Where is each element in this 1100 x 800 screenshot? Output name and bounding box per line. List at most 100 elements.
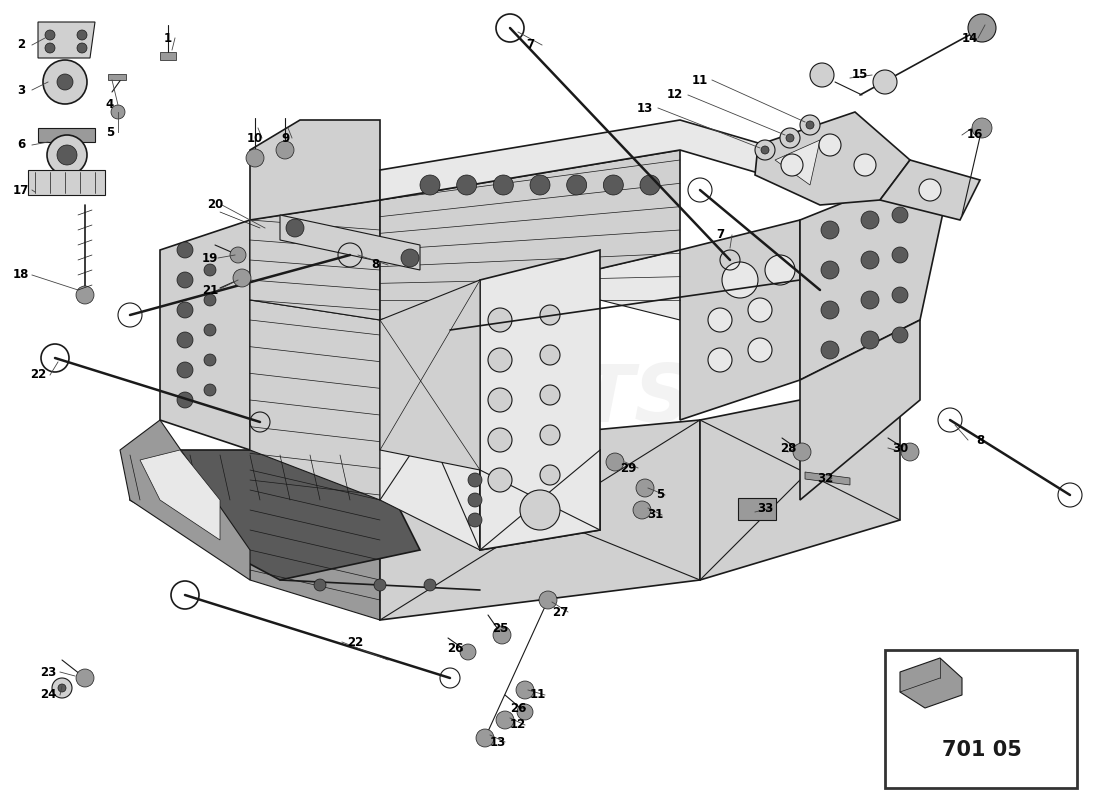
Text: 18: 18	[13, 269, 30, 282]
Circle shape	[820, 134, 842, 156]
Circle shape	[246, 149, 264, 167]
Circle shape	[603, 175, 624, 195]
Text: 11: 11	[692, 74, 708, 86]
Circle shape	[374, 579, 386, 591]
Polygon shape	[379, 150, 680, 320]
Circle shape	[476, 729, 494, 747]
Circle shape	[861, 291, 879, 309]
Text: 29: 29	[619, 462, 636, 474]
Text: 24: 24	[40, 689, 56, 702]
Polygon shape	[28, 170, 105, 195]
Polygon shape	[120, 420, 250, 580]
Text: 30: 30	[892, 442, 909, 454]
Polygon shape	[680, 220, 800, 420]
Bar	[160, 52, 176, 60]
Bar	[886, 650, 1077, 788]
Circle shape	[57, 145, 77, 165]
Polygon shape	[160, 220, 250, 450]
Polygon shape	[379, 320, 480, 550]
Circle shape	[43, 60, 87, 104]
Polygon shape	[250, 450, 380, 620]
Text: 13: 13	[637, 102, 653, 114]
Text: 22: 22	[30, 369, 46, 382]
Text: 28: 28	[780, 442, 796, 454]
Circle shape	[540, 385, 560, 405]
Circle shape	[204, 384, 216, 396]
Circle shape	[177, 272, 192, 288]
Circle shape	[177, 242, 192, 258]
Text: 11: 11	[530, 689, 546, 702]
Polygon shape	[280, 215, 420, 270]
Text: 31: 31	[647, 509, 663, 522]
Polygon shape	[805, 472, 850, 485]
Circle shape	[786, 134, 794, 142]
Polygon shape	[880, 160, 980, 220]
Circle shape	[52, 678, 72, 698]
Polygon shape	[800, 180, 950, 380]
Polygon shape	[755, 112, 910, 205]
Text: PARTS: PARTS	[407, 361, 693, 439]
Circle shape	[488, 308, 512, 332]
Circle shape	[76, 286, 94, 304]
Circle shape	[892, 207, 907, 223]
Text: 26: 26	[447, 642, 463, 654]
Circle shape	[204, 294, 216, 306]
Circle shape	[636, 479, 654, 497]
Circle shape	[755, 140, 775, 160]
Circle shape	[540, 305, 560, 325]
Text: 21: 21	[202, 283, 218, 297]
Circle shape	[47, 135, 87, 175]
Text: 6: 6	[16, 138, 25, 151]
Circle shape	[540, 345, 560, 365]
Circle shape	[854, 154, 876, 176]
Circle shape	[468, 473, 482, 487]
Text: 17: 17	[13, 183, 29, 197]
Circle shape	[204, 264, 216, 276]
Circle shape	[177, 332, 192, 348]
Polygon shape	[480, 450, 600, 550]
Text: 14: 14	[961, 31, 978, 45]
Circle shape	[496, 711, 514, 729]
Text: 7: 7	[716, 229, 724, 242]
Circle shape	[821, 221, 839, 239]
Circle shape	[748, 298, 772, 322]
Circle shape	[520, 490, 560, 530]
Circle shape	[764, 255, 795, 285]
Circle shape	[873, 70, 896, 94]
Circle shape	[968, 14, 996, 42]
Text: 19: 19	[201, 251, 218, 265]
Circle shape	[493, 175, 514, 195]
Circle shape	[780, 128, 800, 148]
Circle shape	[456, 175, 476, 195]
Polygon shape	[776, 140, 820, 185]
Text: 9: 9	[280, 131, 289, 145]
Circle shape	[861, 251, 879, 269]
Text: 22: 22	[346, 635, 363, 649]
Polygon shape	[480, 250, 600, 550]
Circle shape	[488, 428, 512, 452]
Circle shape	[58, 684, 66, 692]
Circle shape	[540, 425, 560, 445]
Circle shape	[821, 261, 839, 279]
Circle shape	[77, 30, 87, 40]
Circle shape	[632, 501, 651, 519]
Text: 13: 13	[490, 735, 506, 749]
Polygon shape	[250, 120, 380, 220]
Circle shape	[488, 348, 512, 372]
Circle shape	[821, 301, 839, 319]
Circle shape	[314, 579, 326, 591]
Circle shape	[761, 146, 769, 154]
Polygon shape	[379, 280, 480, 470]
Circle shape	[517, 704, 534, 720]
Text: 20: 20	[207, 198, 223, 211]
Circle shape	[493, 626, 512, 644]
Text: 3: 3	[16, 83, 25, 97]
Text: 8: 8	[371, 258, 380, 271]
Text: 5: 5	[656, 489, 664, 502]
Circle shape	[861, 211, 879, 229]
Circle shape	[918, 179, 940, 201]
Polygon shape	[39, 128, 95, 142]
Polygon shape	[250, 200, 380, 320]
Circle shape	[781, 154, 803, 176]
Circle shape	[516, 681, 534, 699]
